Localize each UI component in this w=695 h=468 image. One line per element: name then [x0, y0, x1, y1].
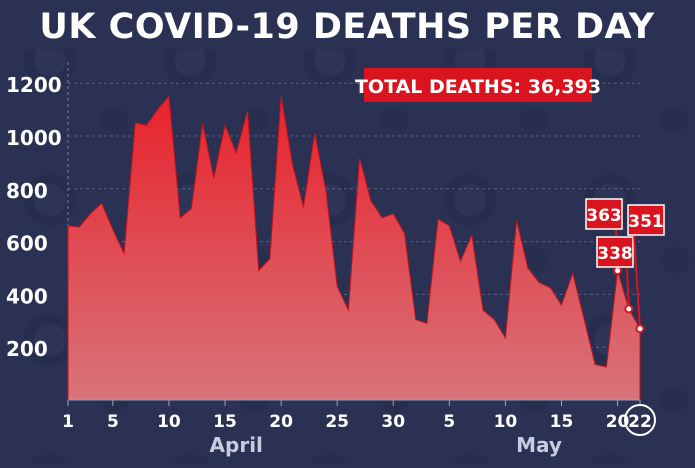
y-tick-label: 1000 — [6, 126, 62, 150]
x-tick-label: 5 — [443, 412, 455, 432]
x-tick-label: 15 — [213, 412, 237, 432]
callout-box — [627, 204, 665, 236]
deaths-area — [67, 95, 641, 401]
x-tick-label: 10 — [494, 412, 518, 432]
x-tick-highlight-circle — [624, 404, 656, 436]
x-tick-label: 22 — [628, 412, 652, 432]
callout-point — [624, 304, 634, 314]
y-tick-label: 400 — [6, 284, 48, 308]
y-tick-label: 600 — [6, 232, 48, 256]
callout-point — [635, 324, 645, 334]
callout-box — [585, 198, 623, 230]
x-tick-label: 5 — [107, 412, 119, 432]
callout-label: 351 — [628, 212, 664, 232]
x-tick-label: 20 — [269, 412, 293, 432]
y-tick-label: 200 — [6, 337, 48, 361]
month-label: April — [210, 433, 263, 457]
total-deaths-badge-text: TOTAL DEATHS: 36,393 — [355, 76, 601, 98]
total-deaths-badge-background — [364, 68, 592, 102]
chart-title: UK COVID-19 DEATHS PER DAY — [39, 7, 654, 47]
total-deaths-badge: TOTAL DEATHS: 36,393 — [355, 68, 601, 102]
callout-label: 363 — [586, 206, 622, 226]
title-background — [78, 0, 605, 50]
x-tick-label: 15 — [550, 412, 574, 432]
y-tick-label: 1200 — [6, 73, 62, 97]
x-tick-label: 30 — [381, 412, 405, 432]
x-tick-label: 10 — [157, 412, 181, 432]
callout-label: 338 — [597, 244, 633, 264]
month-label: May — [516, 433, 562, 457]
area-layer — [67, 95, 641, 401]
y-tick-label: 800 — [6, 179, 48, 203]
title-banner: UK COVID-19 DEATHS PER DAY — [39, 0, 654, 50]
x-tick-label: 1 — [62, 412, 74, 432]
callout-layer: 363 338 351 — [585, 198, 665, 334]
x-tick-label: 25 — [325, 412, 349, 432]
callout-point — [613, 266, 623, 276]
callout-leader — [633, 234, 641, 329]
callout-box — [596, 236, 634, 268]
x-tick-label: 20 — [606, 412, 630, 432]
callout-leader — [626, 266, 630, 309]
